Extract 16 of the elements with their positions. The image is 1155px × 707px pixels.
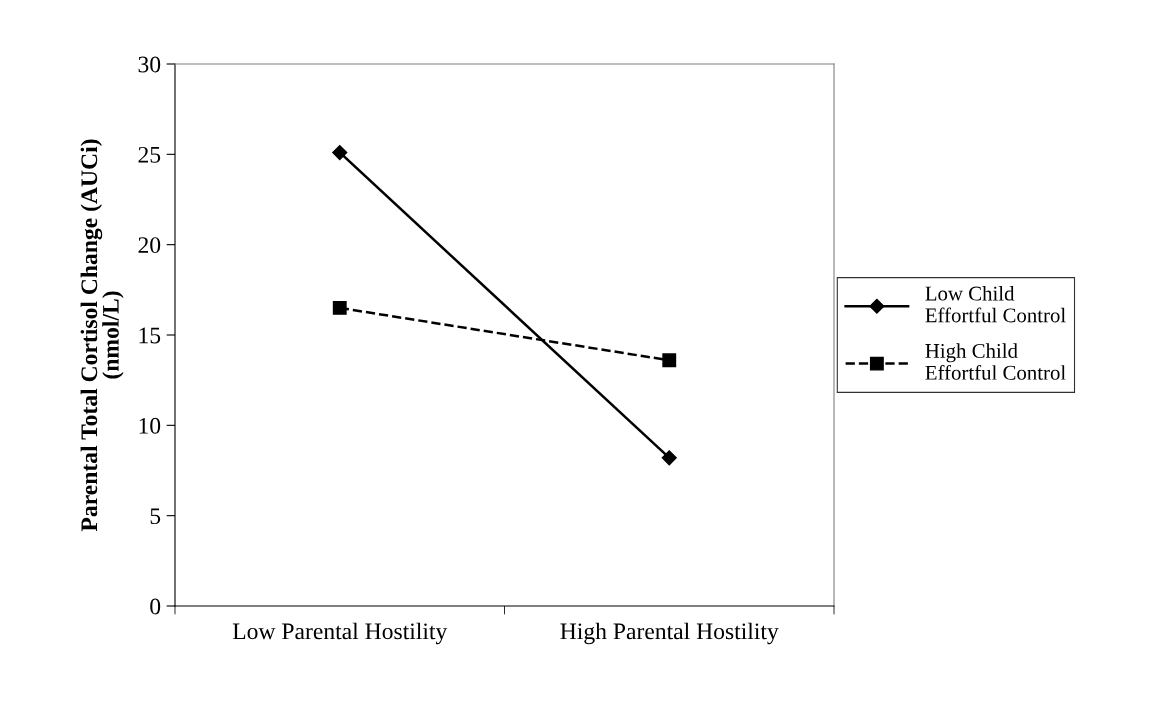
y-tick-label: 0 bbox=[150, 598, 161, 615]
point bbox=[661, 450, 677, 466]
legend-label: Low Child Effortful Control bbox=[925, 285, 1066, 323]
x-tick-label: High Parental Hostility bbox=[560, 622, 779, 645]
y-axis-title: Parental Total Cortisol Change (AUCi) (nmol/L) bbox=[80, 139, 124, 532]
legend-label: High Child Effortful Control bbox=[925, 343, 1066, 380]
point bbox=[332, 144, 348, 161]
y-tick-label: 10 bbox=[139, 417, 161, 434]
y-tick-label: 20 bbox=[138, 237, 161, 254]
point bbox=[662, 353, 677, 368]
y-tick-label: 25 bbox=[138, 146, 161, 163]
point bbox=[332, 300, 347, 315]
y-tick-label: 5 bbox=[150, 508, 161, 525]
y-tick-label: 30 bbox=[138, 56, 161, 73]
y-tick-label: 15 bbox=[139, 327, 161, 344]
x-tick-label: Low Parental Hostility bbox=[232, 622, 448, 645]
